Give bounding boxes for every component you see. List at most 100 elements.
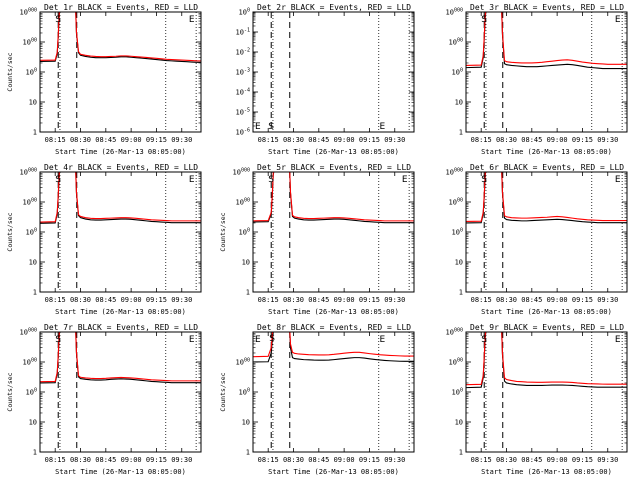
marker-e: E — [615, 15, 621, 25]
y-tick-label: 1 — [459, 129, 463, 137]
series-events-line — [40, 12, 201, 63]
y-tick-label: 10 — [29, 259, 37, 267]
marker-s: S — [269, 334, 275, 344]
x-tick-label: 08:15 — [258, 296, 279, 304]
panel-title: Det 9r BLACK = Events, RED = LLD — [470, 323, 624, 332]
y-tick-label: 1 — [459, 449, 463, 457]
x-tick-label: 09:30 — [597, 456, 618, 464]
y-tick-label: 1000 — [449, 38, 463, 47]
series-group — [40, 172, 201, 224]
y-axis-label: Counts/sec — [6, 52, 14, 91]
panel-det-6: Det 6r BLACK = Events, RED = LLD Start Ti… — [446, 163, 628, 316]
panel-title: Det 2r BLACK = Events, RED = LLD — [257, 3, 411, 12]
series-group — [466, 172, 627, 224]
x-axis-label: Start Time (26-Mar-13 08:05:00) — [268, 148, 399, 156]
x-tick-label: 09:00 — [334, 136, 355, 144]
x-tick-label: 08:30 — [496, 296, 517, 304]
series-events-line — [40, 332, 201, 384]
x-tick-label: 08:15 — [471, 456, 492, 464]
marker-s: S — [268, 122, 274, 132]
series-lld-line — [40, 12, 201, 62]
y-axis-label: Counts/sec — [6, 212, 14, 251]
x-tick-label: 08:30 — [283, 136, 304, 144]
x-tick-label: 09:30 — [384, 456, 405, 464]
x-tick-label: 09:00 — [121, 456, 142, 464]
x-tick-label: 09:00 — [547, 136, 568, 144]
marker-e: E — [189, 15, 195, 25]
y-tick-label: 1000 — [236, 198, 250, 207]
y-tick-label: 1 — [459, 289, 463, 297]
x-tick-label: 09:30 — [384, 136, 405, 144]
x-axis-label: Start Time (26-Mar-13 08:05:00) — [55, 468, 186, 476]
x-tick-label: 09:30 — [171, 296, 192, 304]
x-tick-label: 08:45 — [521, 456, 542, 464]
x-tick-label: 08:15 — [471, 296, 492, 304]
x-tick-label: 08:45 — [521, 136, 542, 144]
series-lld-line — [253, 172, 414, 222]
marker-s: S — [268, 175, 274, 185]
y-tick-label: 100 — [26, 228, 37, 237]
x-tick-label: 09:15 — [146, 456, 167, 464]
y-tick-label: 10-5 — [236, 108, 250, 117]
x-tick-label: 08:45 — [308, 136, 329, 144]
marker-e: E — [255, 122, 261, 132]
y-tick-label: 1 — [246, 289, 250, 297]
y-tick-label: 100 — [239, 8, 250, 17]
y-tick-label: 10000 — [446, 8, 463, 17]
y-axis-label: Counts/sec — [219, 372, 227, 411]
series-group — [40, 332, 201, 384]
y-tick-label: 10-3 — [236, 68, 250, 77]
panel-det-2: Det 2r BLACK = Events, RED = LLD Start Ti… — [236, 3, 415, 156]
x-tick-label: 09:15 — [359, 296, 380, 304]
y-tick-label: 100 — [239, 388, 250, 397]
panel-det-3: Det 3r BLACK = Events, RED = LLD Start Ti… — [446, 3, 628, 156]
y-tick-label: 1000 — [23, 358, 37, 367]
y-tick-label: 10-1 — [236, 28, 250, 37]
marker-s: S — [55, 15, 61, 25]
marker-e: E — [189, 175, 195, 185]
marker-s: S — [55, 335, 61, 345]
panel-title: Det 7r BLACK = Events, RED = LLD — [44, 323, 198, 332]
x-axis-label: Start Time (26-Mar-13 08:05:00) — [481, 308, 612, 316]
x-tick-label: 08:30 — [496, 456, 517, 464]
x-tick-label: 08:45 — [95, 136, 116, 144]
series-lld-line — [466, 332, 627, 386]
x-tick-label: 08:15 — [258, 136, 279, 144]
x-tick-label: 08:45 — [95, 296, 116, 304]
y-tick-label: 100 — [452, 388, 463, 397]
panel-title: Det 5r BLACK = Events, RED = LLD — [257, 163, 411, 172]
y-axis-label: Counts/sec — [219, 212, 227, 251]
y-tick-label: 1000 — [449, 358, 463, 367]
plot-frame — [39, 171, 202, 293]
y-tick-label: 10000 — [446, 168, 463, 177]
x-tick-label: 09:30 — [171, 456, 192, 464]
x-axis-label: Start Time (26-Mar-13 08:05:00) — [55, 308, 186, 316]
y-tick-label: 10-6 — [236, 128, 250, 137]
x-tick-label: 08:15 — [45, 136, 66, 144]
plot-frame — [465, 331, 628, 453]
y-tick-label: 10 — [455, 259, 463, 267]
x-tick-label: 08:30 — [283, 296, 304, 304]
x-tick-label: 09:15 — [359, 136, 380, 144]
plot-frame — [39, 11, 202, 133]
series-events-line — [40, 172, 201, 224]
x-tick-label: 08:15 — [45, 456, 66, 464]
marker-s: S — [481, 15, 487, 25]
x-tick-label: 09:15 — [572, 456, 593, 464]
y-tick-label: 1 — [33, 129, 37, 137]
series-lld-line — [466, 12, 627, 67]
marker-e: E — [615, 335, 621, 345]
x-tick-label: 09:00 — [547, 296, 568, 304]
panel-title: Det 1r BLACK = Events, RED = LLD — [44, 3, 198, 12]
marker-e: E — [189, 335, 195, 345]
y-tick-label: 10 — [455, 419, 463, 427]
x-tick-label: 08:15 — [45, 296, 66, 304]
panel-det-4: Det 4r BLACK = Events, RED = LLD Start Ti… — [6, 163, 202, 316]
panel-title: Det 6r BLACK = Events, RED = LLD — [470, 163, 624, 172]
panel-title: Det 8r BLACK = Events, RED = LLD — [257, 323, 411, 332]
x-tick-label: 08:45 — [308, 456, 329, 464]
series-events-line — [466, 332, 627, 389]
y-tick-label: 1000 — [23, 198, 37, 207]
y-tick-label: 1 — [33, 449, 37, 457]
